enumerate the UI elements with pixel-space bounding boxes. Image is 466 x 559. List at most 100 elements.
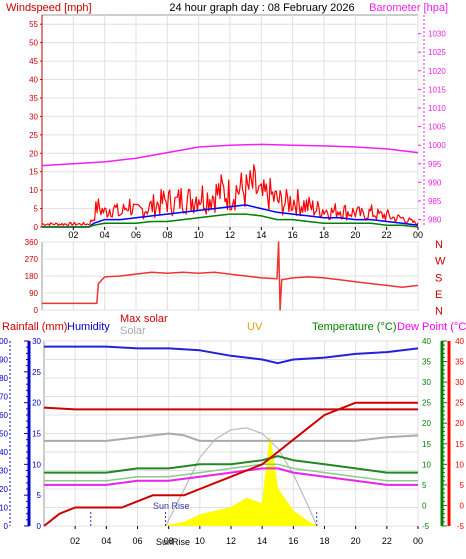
dew-y-tick-label: 5 <box>460 481 465 490</box>
max-solar-line <box>43 406 418 411</box>
wind-y-tick-label: 45 <box>29 57 38 66</box>
wind-y-tick-label: 50 <box>29 39 38 48</box>
x-tick-label: 18 <box>319 536 329 546</box>
temp-y-tick-label: 20 <box>422 419 431 428</box>
wind-barometer-chart: 0510152025303540455055980985990995100010… <box>29 14 446 240</box>
humidity-y-tick-label: 90 <box>0 356 9 365</box>
temp-y-tick-label: 0 <box>422 501 427 510</box>
rain-y-tick-label: 10 <box>32 460 41 469</box>
baro-y-tick-label: 1015 <box>428 85 446 94</box>
x-tick-label: 16 <box>288 536 298 546</box>
rain-y-tick-label: 15 <box>32 430 41 439</box>
temperature-label: Temperature (°C) <box>312 321 396 333</box>
temp-y-tick-label: 15 <box>422 440 431 449</box>
direction-y-tick-label: 90 <box>29 289 38 298</box>
rain-y-tick-label: 25 <box>32 368 41 377</box>
rain-y-tick-label: 20 <box>32 399 41 408</box>
baro-y-tick-label: 1030 <box>428 30 446 39</box>
windspeed-label: Windspeed [mph] <box>6 2 92 14</box>
x-tick-label: 10 <box>194 230 204 240</box>
temp-y-tick-label: 30 <box>422 378 431 387</box>
x-tick-label: 14 <box>257 536 267 546</box>
humidity-line <box>44 345 419 365</box>
dew-y-tick-label: 25 <box>455 399 464 408</box>
solar-area <box>165 436 317 527</box>
x-tick-label: 06 <box>132 536 142 546</box>
rain-y-tick-label: 0 <box>37 522 42 531</box>
uv-label: UV <box>247 321 263 333</box>
temp-y-tick-label: -5 <box>422 522 430 531</box>
temp-y-tick-label: 35 <box>422 358 431 367</box>
humidity-y-tick-label: 50 <box>0 430 9 439</box>
direction-line <box>42 241 419 311</box>
dew-y-tick-label: 10 <box>455 460 464 469</box>
x-tick-label: 20 <box>350 230 360 240</box>
direction-y-tick-label: 0 <box>34 306 39 315</box>
baro-y-tick-label: 990 <box>428 178 442 187</box>
humidity-y-tick-label: 10 <box>0 504 9 513</box>
compass-label: N <box>435 239 443 251</box>
wind-y-tick-label: 0 <box>34 223 39 232</box>
humidity-y-tick-label: 60 <box>0 411 9 420</box>
wind-speed-line <box>42 213 419 228</box>
compass-label: E <box>435 289 442 301</box>
baro-y-tick-label: 1020 <box>428 67 446 76</box>
dew-y-tick-label: 35 <box>455 358 464 367</box>
barometer-line <box>41 143 419 167</box>
barometer-label: Barometer [hpa] <box>369 2 448 14</box>
temperature-min-line <box>44 463 418 482</box>
weather-chart: 0 10 20 30 40 50 60 70 80 90 10 00 5 10 15 20 25 30 -5 0 5 10… <box>0 337 465 546</box>
x-tick-label: 08 <box>164 536 174 546</box>
compass-label: N <box>435 306 443 318</box>
wind-y-tick-label: 5 <box>34 205 39 214</box>
baro-y-tick-label: 1000 <box>428 141 446 150</box>
x-tick-label: 14 <box>256 230 266 240</box>
dew-y-tick-label: 20 <box>455 419 464 428</box>
x-tick-label: 20 <box>351 536 361 546</box>
baro-y-tick-label: 980 <box>428 216 442 225</box>
humidity-y-tick-label: 70 <box>0 393 9 402</box>
dew-y-tick-label: 40 <box>455 337 464 346</box>
x-tick-label: 18 <box>319 230 329 240</box>
x-tick-label: 12 <box>226 536 236 546</box>
x-tick-label: 00 <box>413 230 423 240</box>
x-tick-label: 02 <box>70 536 80 546</box>
humidity-y-tick-label: 80 <box>0 374 9 383</box>
rain-y-tick-label: 5 <box>37 491 42 500</box>
wind-y-tick-label: 15 <box>29 168 38 177</box>
x-tick-label: 02 <box>68 230 78 240</box>
x-tick-label: 00 <box>413 536 423 546</box>
baro-y-tick-label: 1025 <box>428 48 446 57</box>
humidity-label: Humidity <box>67 321 110 333</box>
temp-y-tick-label: 40 <box>422 337 431 346</box>
x-tick-label: 16 <box>288 230 298 240</box>
x-tick-label: 04 <box>101 536 111 546</box>
rainfall-label: Rainfall (mm) <box>2 321 67 333</box>
wind-gust-line <box>41 164 419 227</box>
rain-y-tick-label: 30 <box>32 337 41 346</box>
wind-y-tick-label: 10 <box>29 186 38 195</box>
chart-title: 24 hour graph day : 08 February 2026 <box>169 2 354 14</box>
solar-avg-line <box>44 432 419 442</box>
max-solar-label: Max solar <box>120 313 168 325</box>
wind-y-tick-label: 55 <box>29 20 38 29</box>
dew-point-label: Dew Point (°C) <box>397 321 466 333</box>
humidity-y-tick-label: 30 <box>0 467 9 476</box>
baro-y-tick-label: 1005 <box>428 123 446 132</box>
dew-y-tick-label: 15 <box>455 440 464 449</box>
humidity-y-tick-label: 0 <box>4 522 9 531</box>
wind-y-tick-label: 40 <box>29 76 38 85</box>
direction-y-tick-label: 270 <box>25 255 39 264</box>
baro-y-tick-label: 985 <box>428 197 442 206</box>
temperature-line <box>44 455 418 474</box>
baro-y-tick-label: 995 <box>428 160 442 169</box>
x-tick-label: 10 <box>195 536 205 546</box>
x-tick-label: 22 <box>382 230 392 240</box>
sunrise-axis-label: SunRise <box>156 537 190 547</box>
compass-label: S <box>435 272 442 284</box>
direction-y-tick-label: 180 <box>25 272 39 281</box>
humidity-y-tick-label: 20 <box>0 485 9 494</box>
